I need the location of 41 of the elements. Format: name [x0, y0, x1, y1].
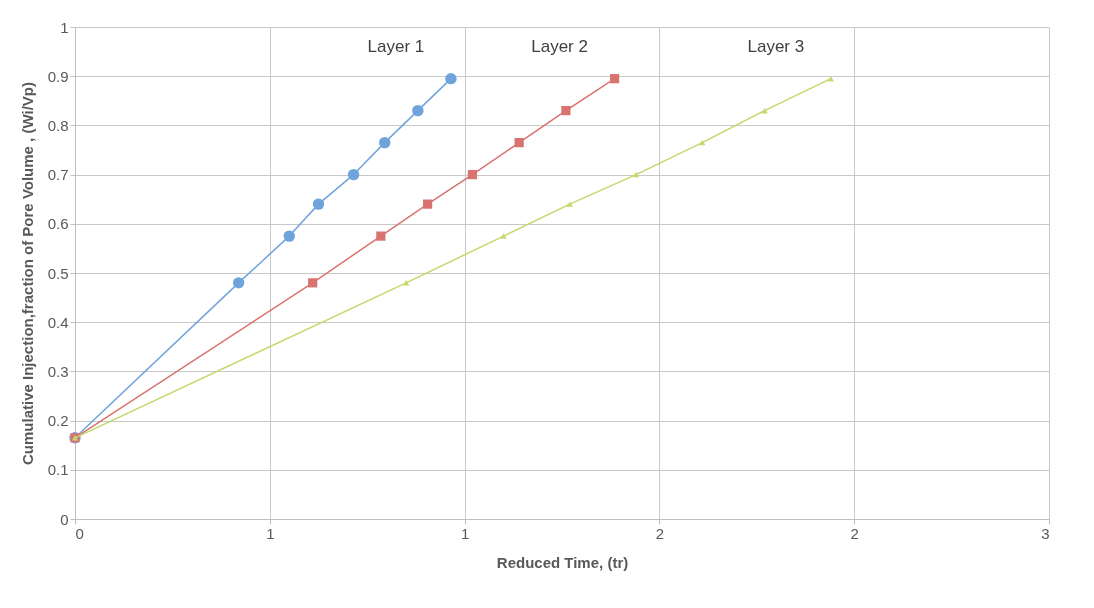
x-tick-label: 0 — [75, 524, 84, 542]
point — [467, 169, 477, 180]
y-tick-label: 0.7 — [47, 166, 69, 184]
y-tick-label: 0.9 — [47, 67, 69, 85]
x-tick-label: 1 — [460, 524, 470, 542]
point — [514, 138, 524, 148]
point — [379, 136, 391, 149]
series-label: Layer 1 — [367, 36, 425, 56]
point — [500, 233, 507, 239]
point — [422, 199, 433, 209]
point — [561, 106, 571, 116]
y-tick-label: 0.3 — [47, 362, 69, 380]
point — [403, 280, 410, 286]
point — [761, 107, 768, 114]
point — [609, 74, 620, 84]
y-tick-label: 0.8 — [47, 116, 69, 134]
point — [283, 230, 295, 242]
y-tick-label: 0.4 — [47, 313, 69, 331]
series-label: Layer 3 — [747, 36, 805, 56]
x-tick-label: 1 — [266, 524, 275, 542]
y-tick-label: 0.1 — [47, 461, 69, 479]
series-label: Layer 2 — [531, 36, 588, 56]
point — [308, 278, 318, 288]
point — [632, 171, 640, 178]
point — [376, 231, 386, 241]
x-axis-title: Reduced Time, (tr) — [496, 553, 629, 571]
y-tick-label: 0.6 — [47, 215, 69, 233]
y-tick-label: 0 — [60, 510, 69, 528]
x-tick-label: 3 — [1041, 524, 1050, 542]
y-axis-title: Cumulative Injection,fraction of Pore Volume , (Wi/Vp) — [18, 82, 36, 465]
point — [566, 201, 573, 207]
x-tick-label: 2 — [655, 524, 665, 542]
point — [232, 277, 245, 289]
y-tick-label: 0.2 — [47, 412, 69, 430]
point — [347, 168, 360, 181]
point — [312, 198, 325, 210]
y-tick-label: 0.5 — [47, 264, 69, 282]
point — [445, 72, 457, 85]
point — [412, 104, 424, 117]
y-tick-label: 1 — [60, 18, 69, 36]
x-tick-label: 2 — [850, 524, 859, 542]
